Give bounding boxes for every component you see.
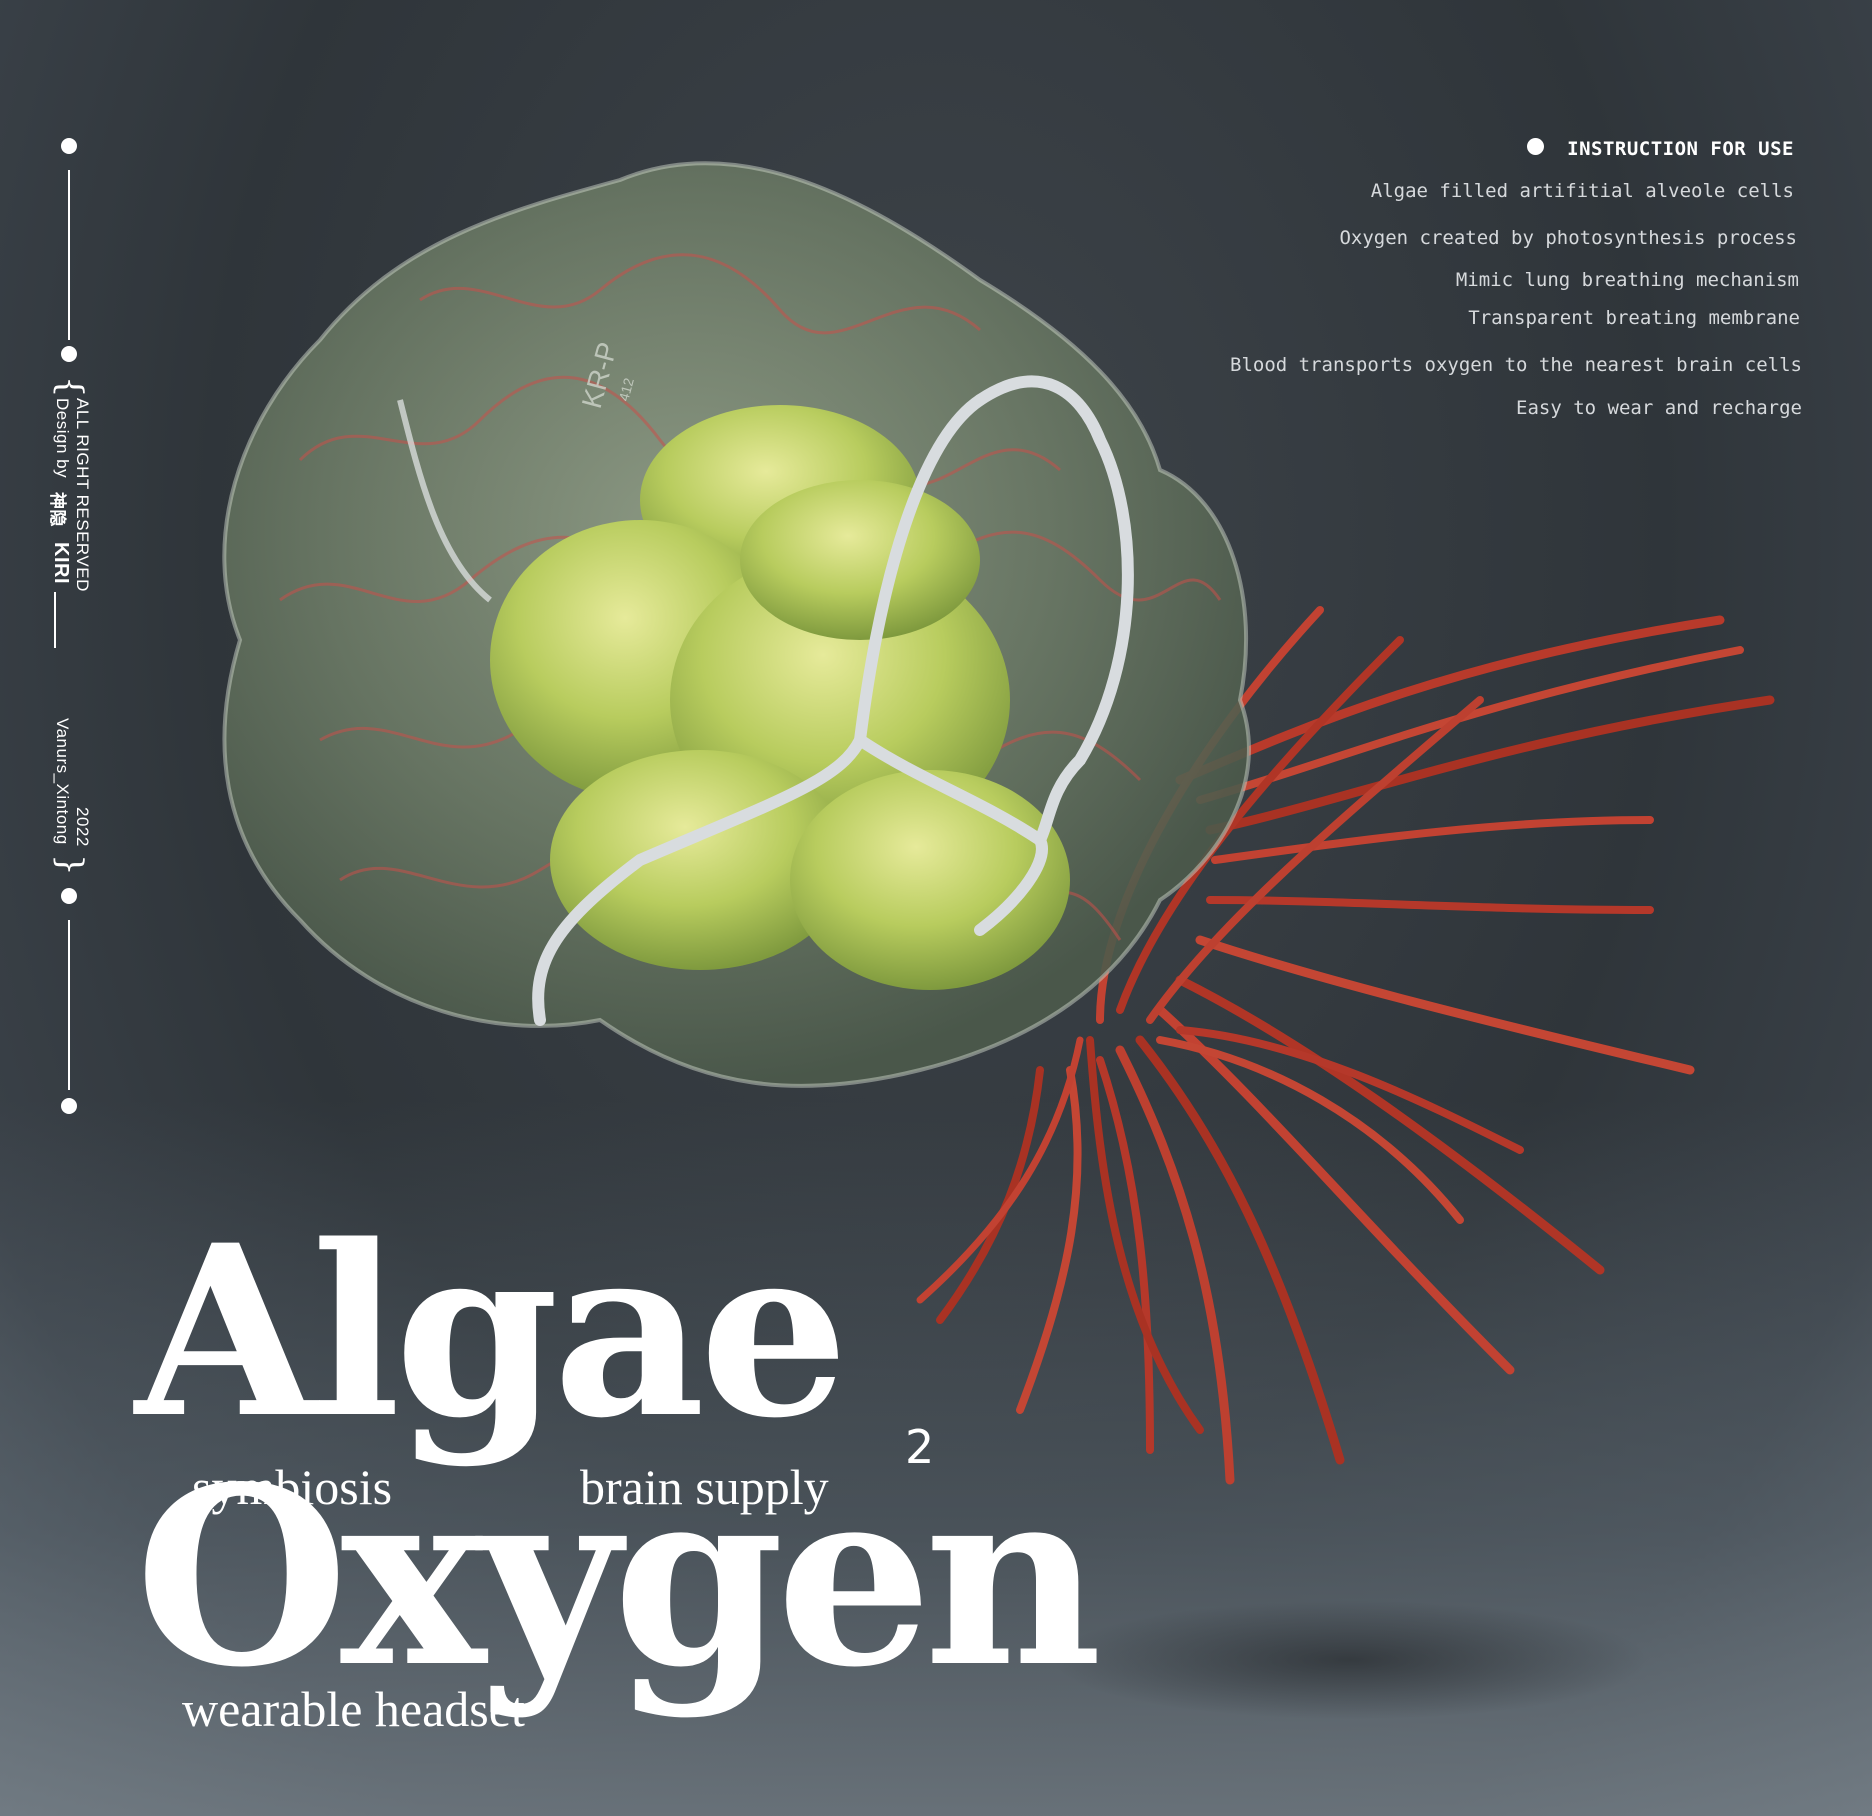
instruction-item: Mimic lung breathing mechanism (1455, 269, 1799, 291)
sidebar-dot-top (61, 138, 77, 154)
engraving-small-text: 412 (615, 376, 637, 403)
design-by-label: Design by (53, 398, 72, 479)
instruction-item: Easy to wear and recharge (1516, 397, 1802, 419)
author-name: Vanurs_Xintong (53, 718, 72, 845)
sidebar-dot-bottom (61, 1098, 77, 1114)
subtitle-wearable-headset: wearable headset (182, 1681, 525, 1737)
sidebar-line-top (68, 170, 70, 340)
sidebar-line-inner (54, 592, 56, 648)
algae-headset-illustration: KR-P 412 (222, 161, 1775, 1485)
blood-vessel-tubes (916, 606, 1775, 1485)
designer-name: KIRI (50, 542, 72, 584)
instruction-dot (1527, 138, 1544, 155)
instruction-item: Transparent breating membrane (1468, 307, 1800, 329)
metal-frame (532, 375, 1134, 1026)
instruction-item: Oxygen created by photosynthesis process (1339, 227, 1797, 249)
title-word-algae: Algae (135, 1194, 849, 1470)
rights-text: ALL RIGHT RESERVED (73, 398, 92, 592)
brace-close: } (50, 854, 90, 876)
drop-shadow (1050, 1600, 1650, 1720)
sidebar-line-bottom (68, 920, 70, 1090)
subtitle-symbiosis: symbiosis (192, 1459, 393, 1515)
sidebar-dot-mid-top (61, 346, 77, 362)
sidebar-dot-mid-bottom (61, 888, 77, 904)
subtitle-brain-supply: brain supply (580, 1459, 829, 1515)
algae-cells (490, 405, 1070, 990)
instruction-item: Algae filled artifitial alveole cells (1370, 180, 1794, 202)
title-word-oxygen: Oxygen (135, 1433, 1102, 1721)
year-text: 2022 (73, 807, 92, 847)
title-subscript: 2 (905, 1420, 935, 1474)
designer-cn-name: 神隐 (47, 492, 67, 527)
instruction-item: Blood transports oxygen to the nearest b… (1230, 354, 1802, 376)
brace-open: { (50, 376, 90, 398)
credits-sidebar: { ALL RIGHT RESERVED Design by 神隐 KIRI V… (47, 130, 92, 1130)
instruction-heading: INSTRUCTION FOR USE (1567, 138, 1794, 160)
